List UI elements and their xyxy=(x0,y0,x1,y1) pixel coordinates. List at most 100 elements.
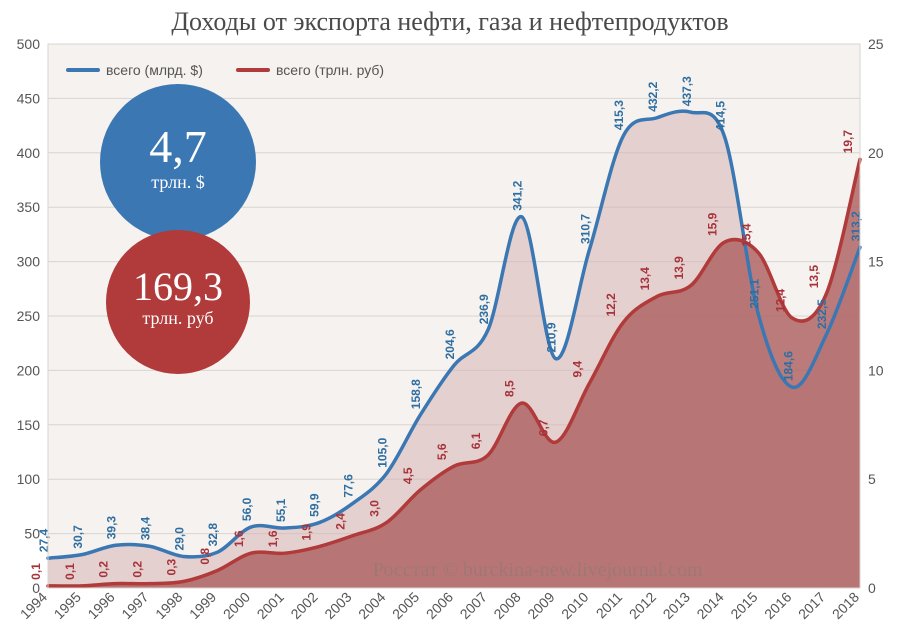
usd-value-label: 236,9 xyxy=(477,294,491,324)
y-left-tick: 400 xyxy=(17,145,41,161)
usd-value-label: 56,0 xyxy=(240,497,254,521)
rub-value-label: 13,9 xyxy=(672,256,686,280)
rub-value-label: 6,1 xyxy=(469,432,483,449)
rub-value-label: 0,2 xyxy=(131,561,145,578)
usd-value-label: 38,4 xyxy=(139,517,153,541)
x-tick: 2005 xyxy=(389,589,422,622)
rub-value-label: 15,9 xyxy=(706,212,720,236)
y-left-tick: 300 xyxy=(17,254,41,270)
y-left-tick: 450 xyxy=(17,90,41,106)
y-left-tick: 150 xyxy=(17,417,41,433)
y-left-tick: 200 xyxy=(17,362,41,378)
rub-value-label: 0,1 xyxy=(29,563,43,580)
x-tick: 1997 xyxy=(118,589,151,622)
usd-value-label: 310,7 xyxy=(578,214,592,244)
usd-value-label: 341,2 xyxy=(511,180,525,210)
x-tick: 2003 xyxy=(321,589,354,622)
y-left-tick: 250 xyxy=(17,308,41,324)
rub-value-label: 4,5 xyxy=(401,467,415,484)
rub-value-label: 5,6 xyxy=(435,443,449,460)
x-tick: 2008 xyxy=(490,589,523,622)
y-right-tick: 0 xyxy=(868,580,876,596)
x-tick: 2001 xyxy=(254,589,287,622)
rub-value-label: 9,4 xyxy=(570,360,584,377)
legend-rub-label: всего (трлн. руб) xyxy=(276,62,384,78)
rub-value-label: 19,7 xyxy=(841,130,855,154)
rub-value-label: 1,6 xyxy=(266,530,280,547)
usd-value-label: 210,9 xyxy=(545,322,559,352)
usd-value-label: 105,0 xyxy=(375,437,389,467)
x-tick: 2000 xyxy=(220,589,253,622)
y-left-tick: 500 xyxy=(17,36,41,52)
x-tick: 1999 xyxy=(186,589,219,622)
usd-value-label: 251,1 xyxy=(748,278,762,308)
rub-value-label: 15,4 xyxy=(740,223,754,247)
rub-value-label: 13,4 xyxy=(638,267,652,291)
rub-value-label: 6,7 xyxy=(537,419,551,436)
usd-value-label: 232,5 xyxy=(815,299,829,329)
usd-value-label: 184,6 xyxy=(781,351,795,381)
usd-value-label: 158,8 xyxy=(409,379,423,409)
bubble-rub-value: 169,3 xyxy=(133,264,223,309)
rub-value-label: 1,6 xyxy=(232,530,246,547)
rub-value-label: 3,0 xyxy=(367,500,381,517)
x-tick: 1998 xyxy=(152,589,185,622)
x-tick: 2011 xyxy=(593,589,626,622)
rub-value-label: 12,2 xyxy=(604,293,618,317)
x-tick: 2007 xyxy=(457,589,490,622)
rub-value-label: 13,5 xyxy=(807,265,821,289)
x-tick: 2012 xyxy=(626,589,659,622)
x-tick: 1994 xyxy=(17,589,50,622)
usd-value-label: 415,3 xyxy=(612,100,626,130)
y-right-tick: 25 xyxy=(868,36,884,52)
x-tick: 2002 xyxy=(287,589,320,622)
x-tick: 2004 xyxy=(355,589,388,622)
rub-value-label: 1,9 xyxy=(300,524,314,541)
rub-value-label: 8,5 xyxy=(503,380,517,397)
usd-value-label: 432,2 xyxy=(646,81,660,111)
bubble-usd-value: 4,7 xyxy=(149,121,207,172)
rub-value-label: 0,1 xyxy=(63,563,77,580)
chart-container: 0501001502002503003504004505000510152025… xyxy=(0,0,900,644)
usd-value-label: 39,3 xyxy=(105,516,119,540)
usd-value-label: 55,1 xyxy=(274,498,288,522)
usd-value-label: 77,6 xyxy=(342,474,356,498)
x-tick: 2018 xyxy=(829,589,862,622)
usd-value-label: 29,0 xyxy=(172,527,186,551)
x-tick: 1995 xyxy=(51,589,84,622)
y-right-tick: 20 xyxy=(868,145,884,161)
y-left-tick: 100 xyxy=(17,471,41,487)
chart-svg: 0501001502002503003504004505000510152025… xyxy=(0,0,900,644)
x-tick: 2010 xyxy=(558,589,591,622)
x-tick: 2006 xyxy=(423,589,456,622)
usd-value-label: 204,6 xyxy=(443,329,457,359)
usd-value-label: 437,3 xyxy=(680,76,694,106)
bubble-rub-unit: трлн. руб xyxy=(142,308,213,328)
bubble-usd-unit: трлн. $ xyxy=(151,172,204,192)
usd-value-label: 313,2 xyxy=(849,211,863,241)
y-right-tick: 5 xyxy=(868,471,876,487)
rub-value-label: 2,4 xyxy=(334,513,348,530)
x-tick: 2013 xyxy=(660,589,693,622)
x-tick: 2017 xyxy=(795,589,828,622)
usd-value-label: 27,4 xyxy=(37,529,51,553)
y-right-tick: 10 xyxy=(868,362,884,378)
usd-value-label: 30,7 xyxy=(71,525,85,549)
chart-title: Доходы от экспорта нефти, газа и нефтепр… xyxy=(171,7,728,36)
x-tick: 1996 xyxy=(84,589,117,622)
y-right-tick: 15 xyxy=(868,254,884,270)
rub-value-label: 0,2 xyxy=(97,561,111,578)
x-tick: 2009 xyxy=(524,589,557,622)
watermark: Росстат © burckina-new.livejournal.com xyxy=(373,559,703,581)
usd-value-label: 32,8 xyxy=(206,523,220,547)
rub-value-label: 0,3 xyxy=(164,558,178,575)
usd-value-label: 59,9 xyxy=(308,493,322,517)
x-tick: 2016 xyxy=(761,589,794,622)
usd-value-label: 414,5 xyxy=(714,101,728,131)
x-tick: 2014 xyxy=(693,589,726,622)
rub-value-label: 0,8 xyxy=(198,548,212,565)
legend-usd-label: всего (млрд. $) xyxy=(106,62,203,78)
rub-value-label: 12,4 xyxy=(773,288,787,312)
y-left-tick: 350 xyxy=(17,199,41,215)
x-tick: 2015 xyxy=(727,589,760,622)
